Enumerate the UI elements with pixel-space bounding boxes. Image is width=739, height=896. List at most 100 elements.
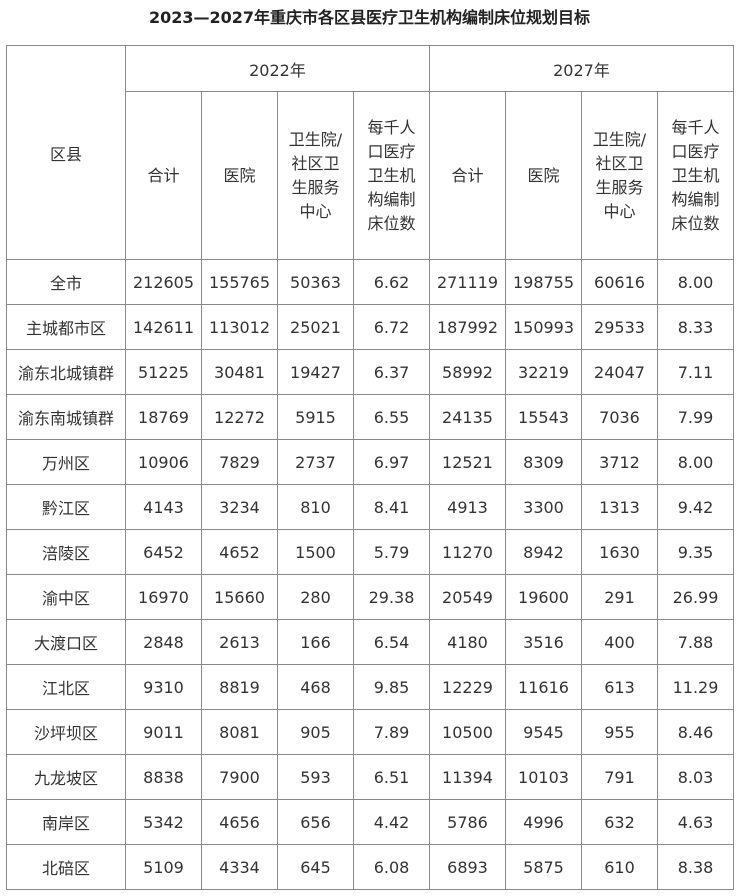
hospital-2027-cell: 3300 <box>505 484 582 530</box>
table-row: 涪陵区 6452 4652 1500 5.79 11270 8942 1630 … <box>6 529 734 575</box>
per-thousand-2027-cell: 8.00 <box>657 439 734 485</box>
hospital-2027-cell: 10103 <box>505 754 582 800</box>
total-2022-cell: 2848 <box>125 619 202 665</box>
per-thousand-2022-cell: 6.51 <box>353 754 430 800</box>
per-thousand-2022-cell: 4.42 <box>353 799 430 845</box>
total-2027-cell: 12229 <box>429 664 506 710</box>
health-center-2022-cell: 19427 <box>277 349 354 395</box>
per-thousand-2022-cell: 5.79 <box>353 529 430 575</box>
total-2027-cell: 187992 <box>429 304 506 350</box>
per-thousand-2027-cell: 4.63 <box>657 799 734 845</box>
health-center-2027-cell: 400 <box>581 619 658 665</box>
health-center-2022-cell: 50363 <box>277 259 354 305</box>
per-thousand-2027-cell: 9.42 <box>657 484 734 530</box>
col-total-2022: 合计 <box>125 91 202 260</box>
health-center-2027-cell: 29533 <box>581 304 658 350</box>
total-2022-cell: 18769 <box>125 394 202 440</box>
health-center-2027-cell: 3712 <box>581 439 658 485</box>
hospital-2022-cell: 155765 <box>201 259 278 305</box>
hospital-2027-cell: 9545 <box>505 709 582 755</box>
col-per-thousand-2022: 每千人 口医疗 卫生机 构编制 床位数 <box>353 91 430 260</box>
health-center-2027-cell: 791 <box>581 754 658 800</box>
district-cell: 全市 <box>6 259 126 305</box>
health-center-2027-cell: 632 <box>581 799 658 845</box>
total-2022-cell: 9011 <box>125 709 202 755</box>
table-row: 全市 212605 155765 50363 6.62 271119 19875… <box>6 259 734 305</box>
total-2022-cell: 5109 <box>125 844 202 890</box>
health-center-2022-cell: 5915 <box>277 394 354 440</box>
table-row: 九龙坡区 8838 7900 593 6.51 11394 10103 791 … <box>6 754 734 800</box>
table-row: 大渡口区 2848 2613 166 6.54 4180 3516 400 7.… <box>6 619 734 665</box>
bed-plan-table: 区县 2022年 2027年 合计 医院 卫生院/ 社区卫 生服务 中心 每千人… <box>6 45 734 890</box>
health-center-2027-cell: 610 <box>581 844 658 890</box>
total-2022-cell: 5342 <box>125 799 202 845</box>
health-center-label: 卫生院/ 社区卫 生服务 中心 <box>592 129 647 221</box>
health-center-2022-cell: 280 <box>277 574 354 620</box>
health-center-2022-cell: 2737 <box>277 439 354 485</box>
col-health-center-2022: 卫生院/ 社区卫 生服务 中心 <box>277 91 354 260</box>
total-2027-cell: 24135 <box>429 394 506 440</box>
per-thousand-2027-cell: 8.33 <box>657 304 734 350</box>
district-cell: 大渡口区 <box>6 619 126 665</box>
hospital-2022-cell: 7829 <box>201 439 278 485</box>
per-thousand-2027-cell: 11.29 <box>657 664 734 710</box>
health-center-2027-cell: 291 <box>581 574 658 620</box>
total-2027-cell: 20549 <box>429 574 506 620</box>
health-center-2022-cell: 810 <box>277 484 354 530</box>
district-cell: 主城都市区 <box>6 304 126 350</box>
year-2027-header: 2027年 <box>429 45 734 92</box>
per-thousand-2022-cell: 6.54 <box>353 619 430 665</box>
total-2027-cell: 12521 <box>429 439 506 485</box>
per-thousand-2022-cell: 6.97 <box>353 439 430 485</box>
per-thousand-2022-cell: 7.89 <box>353 709 430 755</box>
hospital-2027-cell: 198755 <box>505 259 582 305</box>
district-header: 区县 <box>6 45 126 260</box>
table-row: 江北区 9310 8819 468 9.85 12229 11616 613 1… <box>6 664 734 710</box>
hospital-2022-cell: 4334 <box>201 844 278 890</box>
hospital-2022-cell: 7900 <box>201 754 278 800</box>
hospital-2027-cell: 8309 <box>505 439 582 485</box>
per-thousand-2022-cell: 6.55 <box>353 394 430 440</box>
health-center-2022-cell: 468 <box>277 664 354 710</box>
total-2022-cell: 212605 <box>125 259 202 305</box>
per-thousand-2027-cell: 8.38 <box>657 844 734 890</box>
page-title: 2023—2027年重庆市各区县医疗卫生机构编制床位规划目标 <box>148 8 591 27</box>
health-center-2022-cell: 25021 <box>277 304 354 350</box>
total-2027-cell: 58992 <box>429 349 506 395</box>
per-thousand-2027-cell: 8.46 <box>657 709 734 755</box>
hospital-2027-cell: 5875 <box>505 844 582 890</box>
total-2022-cell: 142611 <box>125 304 202 350</box>
total-2022-cell: 8838 <box>125 754 202 800</box>
total-2027-cell: 6893 <box>429 844 506 890</box>
table-header: 区县 2022年 2027年 合计 医院 卫生院/ 社区卫 生服务 中心 每千人… <box>6 45 734 260</box>
total-2022-cell: 9310 <box>125 664 202 710</box>
hospital-2022-cell: 15660 <box>201 574 278 620</box>
hospital-2022-cell: 113012 <box>201 304 278 350</box>
per-thousand-2022-cell: 6.72 <box>353 304 430 350</box>
hospital-2027-cell: 8942 <box>505 529 582 575</box>
hospital-2027-cell: 15543 <box>505 394 582 440</box>
total-2022-cell: 6452 <box>125 529 202 575</box>
hospital-2022-cell: 4656 <box>201 799 278 845</box>
health-center-2022-cell: 166 <box>277 619 354 665</box>
total-2027-cell: 11270 <box>429 529 506 575</box>
per-thousand-2022-cell: 6.37 <box>353 349 430 395</box>
per-thousand-2022-cell: 29.38 <box>353 574 430 620</box>
per-thousand-2022-cell: 6.08 <box>353 844 430 890</box>
table-row: 黔江区 4143 3234 810 8.41 4913 3300 1313 9.… <box>6 484 734 530</box>
hospital-2022-cell: 8819 <box>201 664 278 710</box>
district-cell: 万州区 <box>6 439 126 485</box>
per-thousand-label: 每千人 口医疗 卫生机 构编制 床位数 <box>671 117 720 233</box>
per-thousand-2027-cell: 8.00 <box>657 259 734 305</box>
table-row: 渝东南城镇群 18769 12272 5915 6.55 24135 15543… <box>6 394 734 440</box>
hospital-2022-cell: 8081 <box>201 709 278 755</box>
hospital-2027-cell: 3516 <box>505 619 582 665</box>
district-cell: 九龙坡区 <box>6 754 126 800</box>
total-2027-cell: 10500 <box>429 709 506 755</box>
district-cell: 黔江区 <box>6 484 126 530</box>
hospital-2022-cell: 30481 <box>201 349 278 395</box>
health-center-2027-cell: 955 <box>581 709 658 755</box>
per-thousand-label: 每千人 口医疗 卫生机 构编制 床位数 <box>367 117 416 233</box>
total-2027-cell: 11394 <box>429 754 506 800</box>
health-center-2022-cell: 1500 <box>277 529 354 575</box>
